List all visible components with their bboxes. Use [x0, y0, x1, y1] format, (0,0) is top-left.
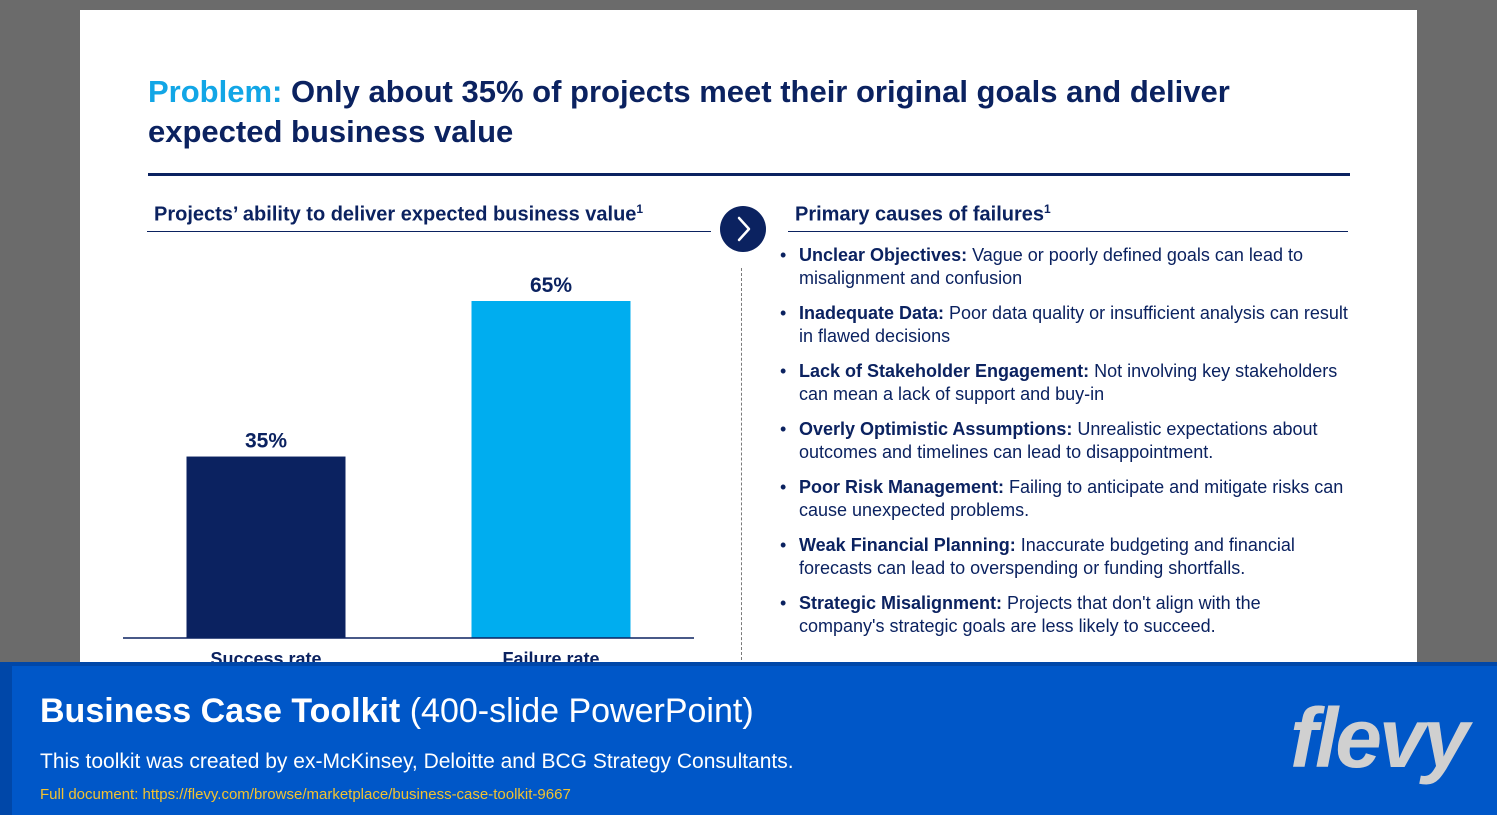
promo-banner: Business Case Toolkit (400-slide PowerPo…: [0, 662, 1497, 815]
bar: [186, 456, 346, 638]
causes-list: Unclear Objectives: Vague or poorly defi…: [780, 244, 1350, 650]
cause-label: Poor Risk Management:: [799, 477, 1005, 497]
cause-text: Failing to anticipate and mitigate risks…: [799, 477, 1344, 520]
title-accent: Problem:: [148, 74, 283, 109]
cause-item: Strategic Misalignment: Projects that do…: [780, 592, 1350, 638]
cause-label: Weak Financial Planning:: [799, 535, 1016, 555]
chart-heading: Projects’ ability to deliver expected bu…: [154, 202, 643, 227]
cause-text: Unrealistic expectations about outcomes …: [799, 419, 1318, 462]
cause-label: Lack of Stakeholder Engagement:: [799, 361, 1090, 381]
chart-heading-footnote: 1: [636, 202, 644, 216]
cause-item: Poor Risk Management: Failing to anticip…: [780, 476, 1350, 522]
chart-heading-rule: [147, 231, 711, 232]
cause-item: Overly Optimistic Assumptions: Unrealist…: [780, 418, 1350, 464]
banner-title: Business Case Toolkit (400-slide PowerPo…: [40, 692, 754, 731]
slide: Problem: Only about 35% of projects meet…: [80, 10, 1417, 670]
banner-title-bold: Business Case Toolkit: [40, 692, 401, 730]
cause-label: Strategic Misalignment:: [799, 593, 1003, 613]
cause-text: Projects that don't align with the compa…: [799, 593, 1261, 636]
cause-item: Inadequate Data: Poor data quality or in…: [780, 302, 1350, 348]
cause-item: Lack of Stakeholder Engagement: Not invo…: [780, 360, 1350, 406]
causes-heading: Primary causes of failures1: [795, 202, 1051, 227]
cause-label: Overly Optimistic Assumptions:: [799, 419, 1073, 439]
flevy-logo: flevy: [1290, 691, 1469, 785]
bar: [471, 301, 631, 638]
title-divider: [148, 173, 1350, 176]
cause-item: Weak Financial Planning: Inaccurate budg…: [780, 534, 1350, 580]
cause-label: Inadequate Data:: [799, 303, 945, 323]
title-main: Only about 35% of projects meet their or…: [148, 74, 1230, 149]
page-title: Problem: Only about 35% of projects meet…: [148, 72, 1348, 152]
cause-label: Unclear Objectives:: [799, 245, 968, 265]
banner-title-rest: (400-slide PowerPoint): [400, 692, 754, 730]
section-divider: [741, 268, 742, 670]
arrow-right-icon: [720, 206, 766, 252]
chart-heading-text: Projects’ ability to deliver expected bu…: [154, 203, 637, 226]
cause-text: Inaccurate budgeting and financial forec…: [799, 535, 1295, 578]
cause-text: Not involving key stakeholders can mean …: [799, 361, 1338, 404]
cause-text: Vague or poorly defined goals can lead t…: [799, 245, 1303, 288]
bar-value-label: 65%: [530, 274, 572, 297]
cause-item: Unclear Objectives: Vague or poorly defi…: [780, 244, 1350, 290]
document-link[interactable]: Full document: https://flevy.com/browse/…: [40, 786, 571, 803]
cause-text: Poor data quality or insufficient analys…: [799, 303, 1348, 346]
banner-subtitle: This toolkit was created by ex-McKinsey,…: [40, 750, 794, 773]
bar-value-label: 35%: [245, 430, 287, 453]
causes-heading-rule: [788, 231, 1348, 232]
causes-heading-footnote: 1: [1044, 202, 1051, 216]
causes-heading-text: Primary causes of failures: [795, 203, 1045, 226]
